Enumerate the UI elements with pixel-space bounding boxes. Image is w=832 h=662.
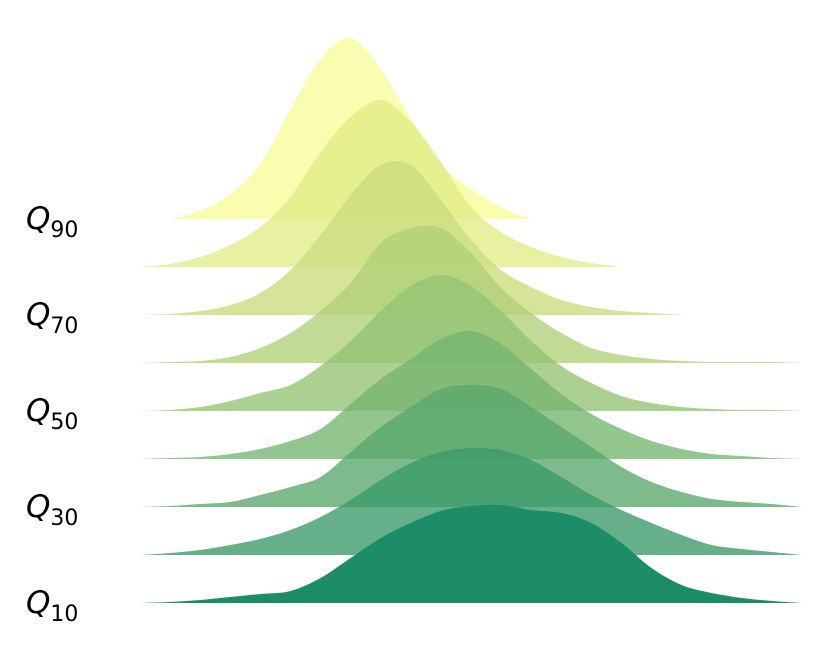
- ridge-label: Q70: [26, 297, 78, 339]
- ridge-label: Q90: [26, 201, 78, 243]
- ridge-label: Q10: [26, 585, 78, 627]
- ridge-area: [140, 504, 802, 603]
- ridge-area: [140, 447, 802, 555]
- ridge-label: Q30: [26, 489, 78, 531]
- ridge-area: [140, 385, 802, 507]
- ridge-label: Q50: [26, 393, 78, 435]
